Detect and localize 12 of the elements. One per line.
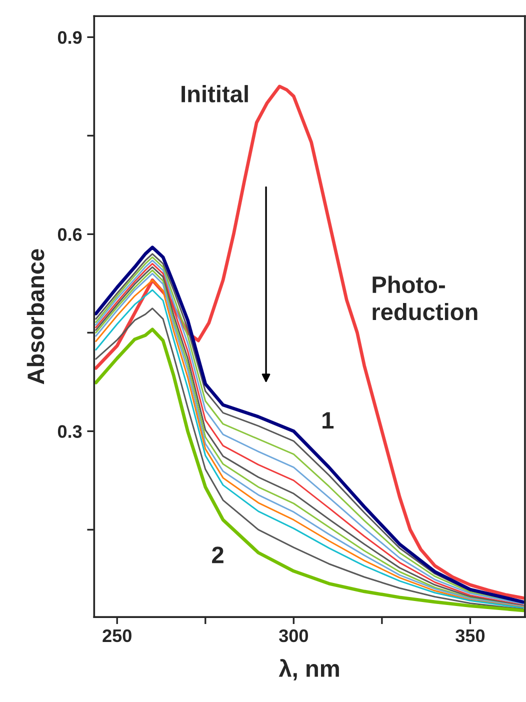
annotation: Photo- reduction: [372, 276, 478, 320]
x-tick-label: 300: [279, 629, 308, 642]
annotation: 1: [322, 412, 334, 428]
y-tick-label: 0.9: [58, 31, 82, 44]
x-tick-label: 350: [456, 629, 485, 642]
annotation: Initital: [182, 85, 248, 102]
y-axis-title: Absorbance: [26, 249, 44, 384]
y-tick-label: 0.3: [58, 425, 82, 438]
x-axis-title: λ, nm: [278, 658, 339, 680]
x-tick-label: 250: [102, 629, 132, 642]
annotation: 2: [212, 546, 224, 564]
y-tick-label: 0.6: [58, 228, 82, 241]
